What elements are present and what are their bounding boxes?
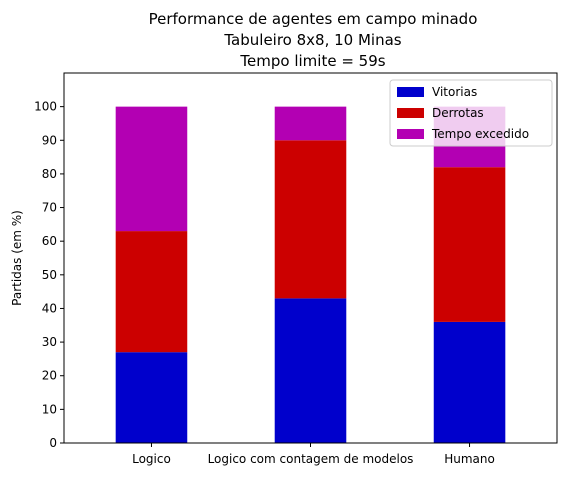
- legend: Vitorias Derrotas Tempo excedido: [389, 79, 553, 147]
- legend-label-vitorias: Vitorias: [432, 85, 477, 99]
- bar-tempo-excedido-0: [115, 106, 188, 232]
- bar-tempo-excedido-1: [274, 106, 347, 141]
- x-tick-label: Humano: [444, 452, 495, 466]
- y-tick-label: 90: [42, 133, 57, 147]
- y-tick-label: 80: [42, 167, 57, 181]
- y-tick-label: 40: [42, 301, 57, 315]
- chart-title-line-1: Performance de agentes em campo minado: [149, 10, 478, 28]
- bar-derrotas-2: [433, 167, 506, 322]
- y-tick-label: 70: [42, 201, 57, 215]
- x-tick-label: Logico com contagem de modelos: [208, 452, 414, 466]
- chart-title-line-2: Tabuleiro 8x8, 10 Minas: [223, 31, 401, 49]
- bar-vitorias-1: [274, 298, 347, 443]
- y-tick-label: 100: [34, 100, 57, 114]
- bar-vitorias-0: [115, 352, 188, 443]
- legend-swatch-vitorias: [397, 87, 424, 97]
- y-tick-label: 0: [49, 436, 57, 450]
- chart-title-line-3: Tempo limite = 59s: [239, 52, 385, 70]
- y-tick-label: 30: [42, 335, 57, 349]
- bar-derrotas-0: [115, 231, 188, 353]
- axes-group: 0 10 20 30 40 50 60 70 80 90 100 Logico Logico com c…: [34, 72, 558, 466]
- legend-box: [389, 79, 553, 147]
- y-tick-label: 10: [42, 402, 57, 416]
- bar-derrotas-1: [274, 140, 347, 299]
- y-tick-label: 20: [42, 369, 57, 383]
- y-tick-label: 60: [42, 234, 57, 248]
- x-tick-label: Logico: [132, 452, 171, 466]
- y-axis-label: Partidas (em %): [10, 210, 24, 306]
- chart-title: Performance de agentes em campo minado T…: [149, 10, 478, 70]
- legend-swatch-tempo-excedido: [397, 129, 424, 139]
- bars-group: [115, 106, 506, 443]
- legend-label-derrotas: Derrotas: [432, 106, 484, 120]
- y-tick-label: 50: [42, 268, 57, 282]
- legend-label-tempo-excedido: Tempo excedido: [431, 127, 529, 141]
- legend-swatch-derrotas: [397, 108, 424, 118]
- bar-vitorias-2: [433, 321, 506, 443]
